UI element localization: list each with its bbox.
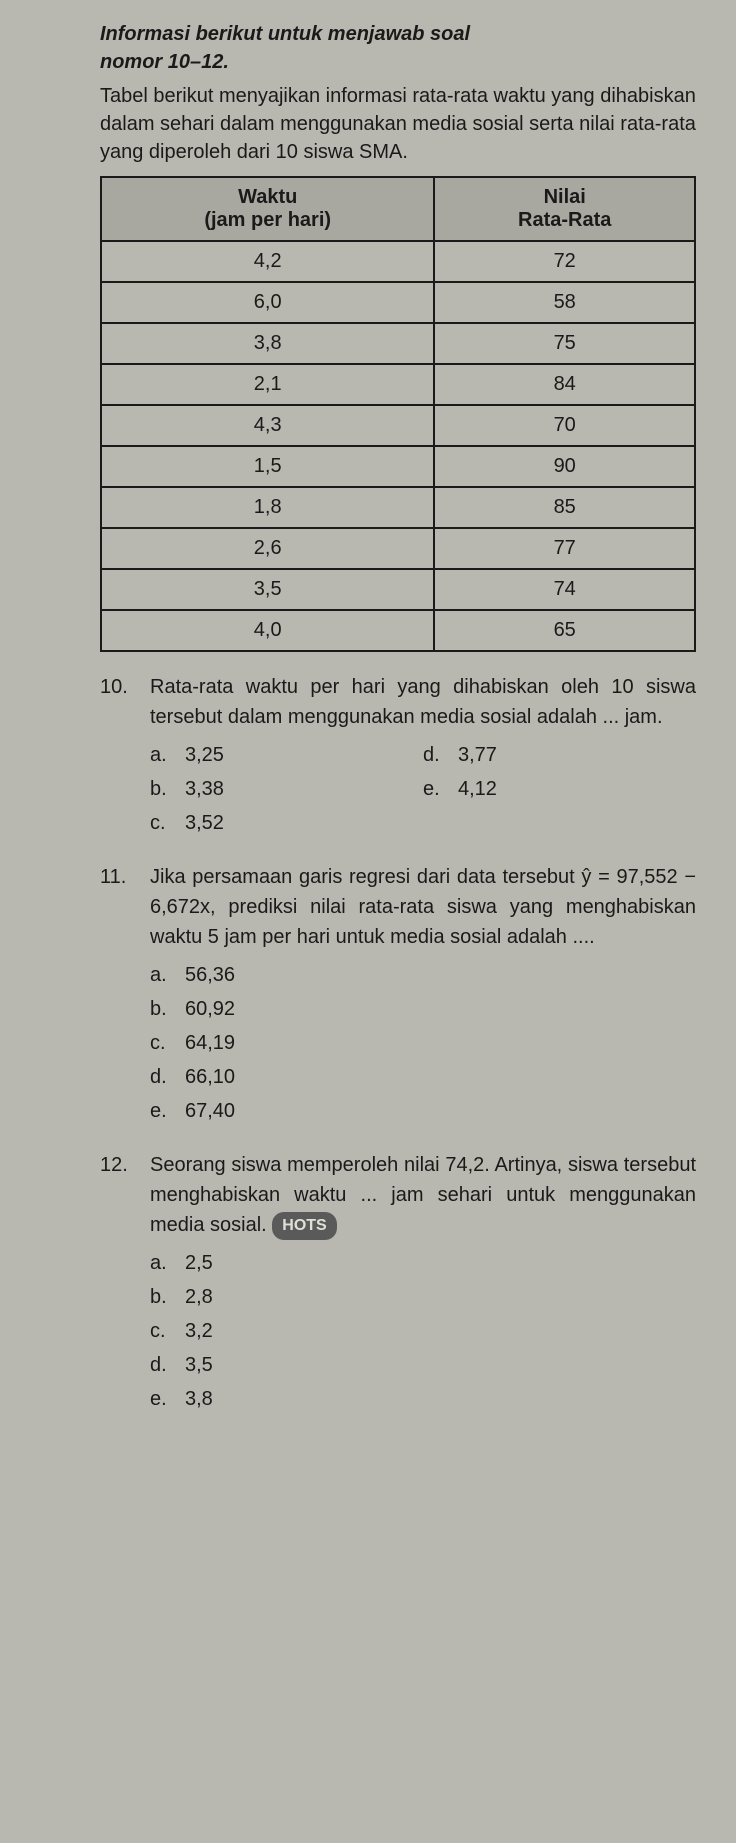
- option-b: b. 2,8: [150, 1282, 696, 1312]
- cell-nilai: 85: [434, 487, 695, 528]
- option-value: 56,36: [185, 960, 235, 990]
- cell-waktu: 4,3: [101, 405, 434, 446]
- question-text: Rata-rata waktu per hari yang dihabiskan…: [150, 672, 696, 732]
- question-number: 11.: [100, 862, 150, 1130]
- option-c: c. 3,52: [150, 808, 423, 838]
- options-list: a. 2,5 b. 2,8 c. 3,2 d. 3,5 e. 3,8: [150, 1248, 696, 1414]
- option-value: 2,8: [185, 1282, 213, 1312]
- instruction-header: Informasi berikut untuk menjawab soal no…: [100, 20, 696, 76]
- option-value: 3,2: [185, 1316, 213, 1346]
- cell-waktu: 1,5: [101, 446, 434, 487]
- cell-nilai: 74: [434, 569, 695, 610]
- question-body: Rata-rata waktu per hari yang dihabiskan…: [150, 672, 696, 842]
- table-row: 4,2 72: [101, 241, 695, 282]
- option-value: 2,5: [185, 1248, 213, 1278]
- header-line2: nomor 10–12.: [100, 51, 229, 73]
- cell-waktu: 2,6: [101, 528, 434, 569]
- hots-badge: HOTS: [272, 1212, 336, 1240]
- option-value: 3,38: [185, 774, 224, 804]
- table-row: 4,0 65: [101, 610, 695, 651]
- option-b: b. 60,92: [150, 994, 696, 1024]
- cell-waktu: 6,0: [101, 282, 434, 323]
- option-value: 4,12: [458, 774, 497, 804]
- table-row: 1,8 85: [101, 487, 695, 528]
- question-12: 12. Seorang siswa memperoleh nilai 74,2.…: [100, 1150, 696, 1418]
- option-value: 3,52: [185, 808, 224, 838]
- question-number: 10.: [100, 672, 150, 842]
- question-11: 11. Jika persamaan garis regresi dari da…: [100, 862, 696, 1130]
- table-row: 1,5 90: [101, 446, 695, 487]
- option-a: a. 56,36: [150, 960, 696, 990]
- cell-waktu: 4,0: [101, 610, 434, 651]
- table-row: 3,5 74: [101, 569, 695, 610]
- options-list: a. 3,25 d. 3,77 b. 3,38 e. 4,12: [150, 740, 696, 838]
- option-d: d. 3,77: [423, 740, 696, 770]
- table-row: 2,6 77: [101, 528, 695, 569]
- question-text: Jika persamaan garis regresi dari data t…: [150, 862, 696, 952]
- cell-nilai: 90: [434, 446, 695, 487]
- option-d: d. 3,5: [150, 1350, 696, 1380]
- question-10: 10. Rata-rata waktu per hari yang dihabi…: [100, 672, 696, 842]
- question-number: 12.: [100, 1150, 150, 1418]
- option-e: e. 67,40: [150, 1096, 696, 1126]
- table-row: 4,3 70: [101, 405, 695, 446]
- option-value: 60,92: [185, 994, 235, 1024]
- cell-waktu: 3,8: [101, 323, 434, 364]
- option-e: e. 3,8: [150, 1384, 696, 1414]
- option-value: 64,19: [185, 1028, 235, 1058]
- cell-nilai: 70: [434, 405, 695, 446]
- cell-waktu: 2,1: [101, 364, 434, 405]
- option-value: 66,10: [185, 1062, 235, 1092]
- table-description: Tabel berikut menyajikan informasi rata-…: [100, 82, 696, 166]
- option-value: 3,8: [185, 1384, 213, 1414]
- cell-nilai: 77: [434, 528, 695, 569]
- question-body: Seorang siswa memperoleh nilai 74,2. Art…: [150, 1150, 696, 1418]
- option-c: c. 64,19: [150, 1028, 696, 1058]
- option-b: b. 3,38: [150, 774, 423, 804]
- table-row: 6,0 58: [101, 282, 695, 323]
- col-header-nilai: Nilai Rata-Rata: [434, 177, 695, 241]
- option-a: a. 2,5: [150, 1248, 696, 1278]
- option-value: 3,25: [185, 740, 224, 770]
- option-value: 3,5: [185, 1350, 213, 1380]
- table-header-row: Waktu (jam per hari) Nilai Rata-Rata: [101, 177, 695, 241]
- option-value: 3,77: [458, 740, 497, 770]
- cell-nilai: 84: [434, 364, 695, 405]
- col-header-waktu: Waktu (jam per hari): [101, 177, 434, 241]
- table-row: 2,1 84: [101, 364, 695, 405]
- header-line1: Informasi berikut untuk menjawab soal: [100, 23, 470, 45]
- table-row: 3,8 75: [101, 323, 695, 364]
- option-value: 67,40: [185, 1096, 235, 1126]
- cell-waktu: 4,2: [101, 241, 434, 282]
- cell-nilai: 58: [434, 282, 695, 323]
- cell-nilai: 72: [434, 241, 695, 282]
- cell-nilai: 65: [434, 610, 695, 651]
- cell-nilai: 75: [434, 323, 695, 364]
- option-a: a. 3,25: [150, 740, 423, 770]
- data-table: Waktu (jam per hari) Nilai Rata-Rata 4,2…: [100, 176, 696, 652]
- question-body: Jika persamaan garis regresi dari data t…: [150, 862, 696, 1130]
- option-d: d. 66,10: [150, 1062, 696, 1092]
- option-e: e. 4,12: [423, 774, 696, 804]
- cell-waktu: 1,8: [101, 487, 434, 528]
- option-c: c. 3,2: [150, 1316, 696, 1346]
- options-list: a. 56,36 b. 60,92 c. 64,19 d. 66,10 e. 6…: [150, 960, 696, 1126]
- cell-waktu: 3,5: [101, 569, 434, 610]
- question-text: Seorang siswa memperoleh nilai 74,2. Art…: [150, 1150, 696, 1240]
